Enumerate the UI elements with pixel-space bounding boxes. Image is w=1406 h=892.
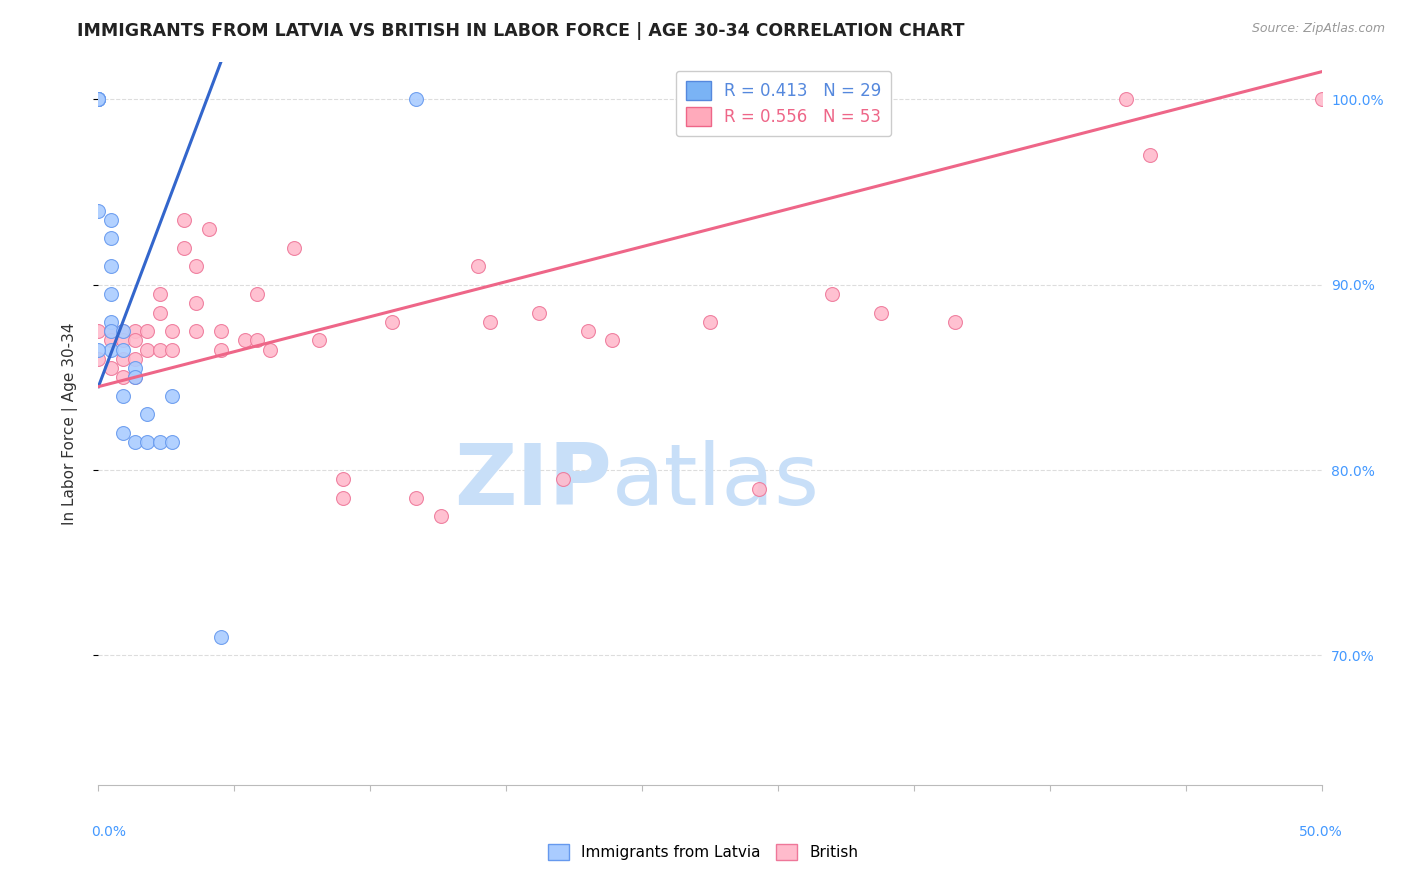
Point — [527, 305, 550, 319]
Point — [136, 435, 159, 450]
Text: IMMIGRANTS FROM LATVIA VS BRITISH IN LABOR FORCE | AGE 30-34 CORRELATION CHART: IMMIGRANTS FROM LATVIA VS BRITISH IN LAB… — [77, 22, 965, 40]
Point — [100, 315, 122, 329]
Point — [233, 334, 256, 348]
Point — [553, 472, 575, 486]
Point — [209, 343, 232, 357]
Point — [821, 287, 844, 301]
Point — [124, 351, 146, 366]
Point — [332, 472, 354, 486]
Point — [246, 287, 269, 301]
Point — [87, 343, 110, 357]
Point — [1139, 148, 1161, 162]
Point — [100, 259, 122, 273]
Point — [149, 287, 172, 301]
Point — [136, 408, 159, 422]
Point — [87, 324, 110, 338]
Point — [467, 259, 489, 273]
Text: ZIP: ZIP — [454, 440, 612, 523]
Point — [87, 93, 110, 107]
Point — [160, 324, 183, 338]
Point — [111, 343, 134, 357]
Point — [197, 222, 219, 236]
Point — [87, 93, 110, 107]
Point — [124, 435, 146, 450]
Point — [111, 324, 134, 338]
Point — [100, 361, 122, 376]
Point — [124, 370, 146, 384]
Point — [100, 287, 122, 301]
Point — [111, 389, 134, 403]
Point — [124, 370, 146, 384]
Point — [111, 324, 134, 338]
Point — [149, 305, 172, 319]
Point — [209, 324, 232, 338]
Point — [600, 334, 623, 348]
Point — [87, 93, 110, 107]
Point — [100, 343, 122, 357]
Point — [748, 482, 770, 496]
Point — [308, 334, 330, 348]
Point — [943, 315, 966, 329]
Point — [160, 389, 183, 403]
Point — [100, 213, 122, 227]
Text: 50.0%: 50.0% — [1299, 825, 1343, 839]
Point — [381, 315, 404, 329]
Point — [160, 435, 183, 450]
Point — [111, 351, 134, 366]
Point — [124, 334, 146, 348]
Point — [100, 324, 122, 338]
Point — [160, 343, 183, 357]
Text: Source: ZipAtlas.com: Source: ZipAtlas.com — [1251, 22, 1385, 36]
Point — [100, 334, 122, 348]
Y-axis label: In Labor Force | Age 30-34: In Labor Force | Age 30-34 — [62, 322, 77, 525]
Legend: R = 0.413   N = 29, R = 0.556   N = 53: R = 0.413 N = 29, R = 0.556 N = 53 — [676, 70, 891, 136]
Point — [149, 435, 172, 450]
Point — [100, 324, 122, 338]
Point — [430, 509, 453, 524]
Point — [136, 343, 159, 357]
Point — [186, 259, 208, 273]
Point — [576, 324, 599, 338]
Point — [405, 491, 427, 505]
Text: 0.0%: 0.0% — [91, 825, 127, 839]
Point — [111, 370, 134, 384]
Point — [87, 351, 110, 366]
Point — [111, 425, 134, 440]
Point — [111, 334, 134, 348]
Point — [186, 296, 208, 310]
Point — [246, 334, 269, 348]
Point — [1310, 93, 1333, 107]
Point — [87, 93, 110, 107]
Point — [87, 93, 110, 107]
Point — [283, 241, 305, 255]
Point — [259, 343, 281, 357]
Point — [332, 491, 354, 505]
Point — [149, 343, 172, 357]
Point — [173, 213, 195, 227]
Point — [209, 630, 232, 644]
Text: atlas: atlas — [612, 440, 820, 523]
Point — [478, 315, 501, 329]
Point — [124, 361, 146, 376]
Point — [87, 93, 110, 107]
Point — [699, 315, 721, 329]
Point — [870, 305, 893, 319]
Point — [186, 324, 208, 338]
Point — [136, 324, 159, 338]
Point — [173, 241, 195, 255]
Point — [100, 231, 122, 245]
Point — [1115, 93, 1137, 107]
Point — [124, 324, 146, 338]
Point — [405, 93, 427, 107]
Legend: Immigrants from Latvia, British: Immigrants from Latvia, British — [541, 838, 865, 866]
Point — [87, 203, 110, 218]
